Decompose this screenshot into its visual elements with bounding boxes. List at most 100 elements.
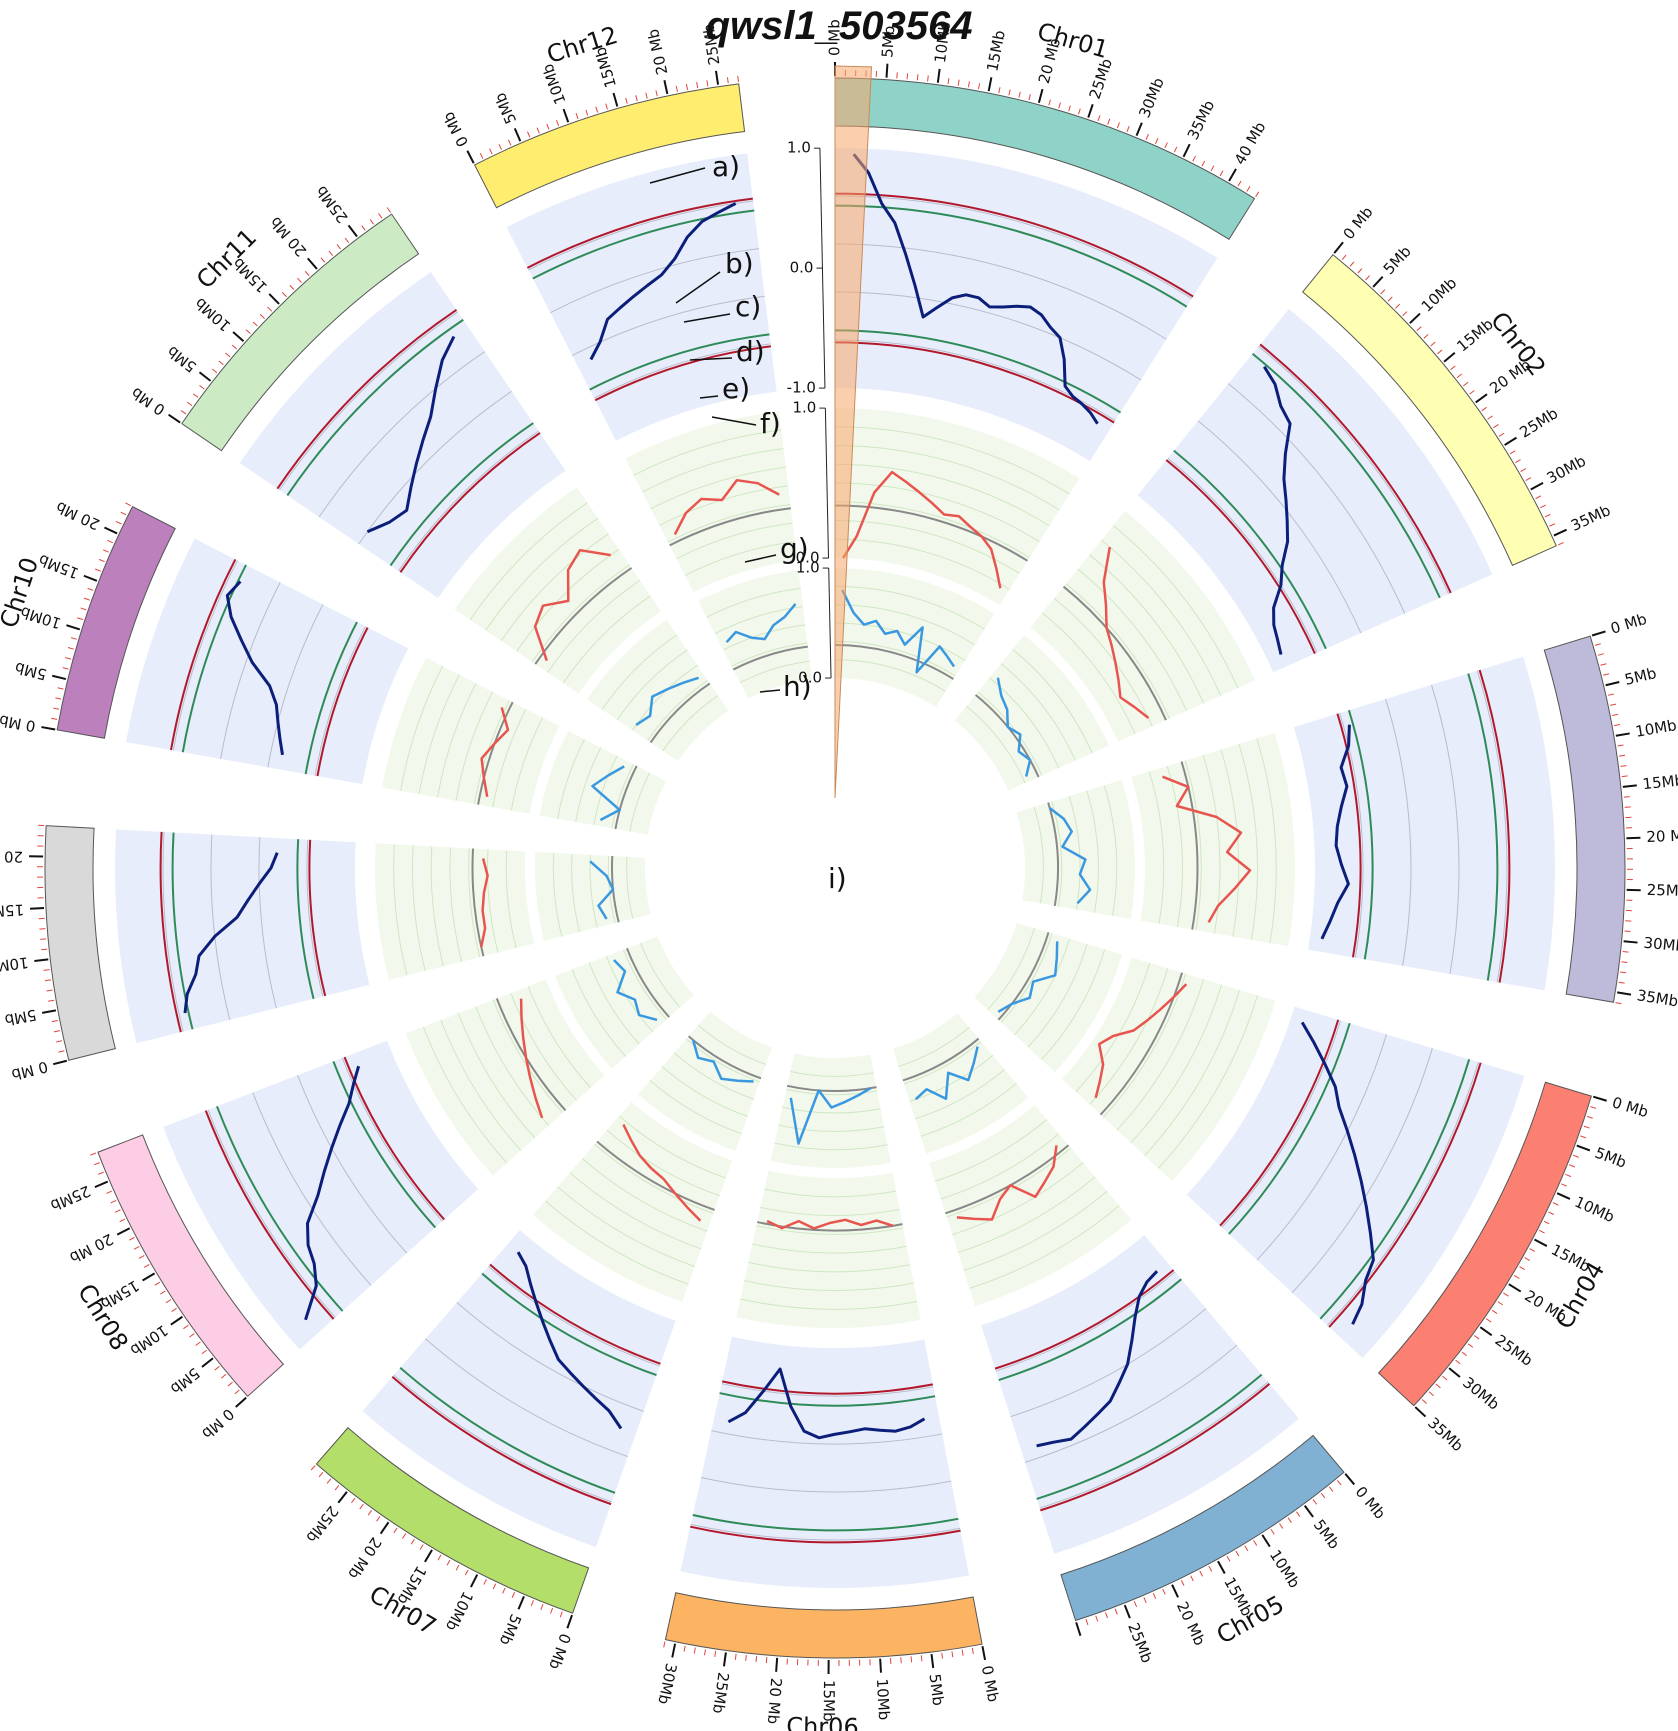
chr04-tick bbox=[1473, 1335, 1480, 1340]
chr05-tick-label: 0 Mb bbox=[1352, 1483, 1389, 1523]
chr11-track-g-grid bbox=[562, 595, 651, 684]
chr04-tick bbox=[1543, 1220, 1550, 1225]
chr05-tick bbox=[1303, 1505, 1314, 1518]
track-label: c) bbox=[735, 290, 761, 323]
track-label: h) bbox=[783, 670, 812, 703]
chr06-tick bbox=[920, 1655, 923, 1662]
chr06-tick bbox=[663, 1641, 666, 1648]
chr08-track-d-bg bbox=[163, 1040, 479, 1350]
chr10-tick bbox=[77, 617, 84, 621]
chr09-tick-label: 20 Mb bbox=[0, 847, 23, 866]
chr02-tick bbox=[1553, 528, 1567, 537]
chr10-tick bbox=[83, 597, 90, 601]
chr12-tick bbox=[635, 95, 638, 102]
chr08-tick bbox=[165, 1299, 172, 1304]
chr08-series-e bbox=[332, 1061, 437, 1229]
chr10-track-h-grid bbox=[575, 747, 602, 823]
chr05-tick bbox=[1244, 1545, 1249, 1552]
chr06-series-e bbox=[719, 1392, 936, 1407]
chr11-tick bbox=[168, 413, 181, 424]
chr11-series-f bbox=[399, 432, 541, 573]
chr10-tick bbox=[65, 657, 72, 660]
chr09-tick bbox=[41, 948, 48, 951]
chr12-tick bbox=[466, 150, 475, 164]
chr03-track-d-grid bbox=[1476, 670, 1508, 983]
chr07-tick bbox=[511, 1592, 515, 1598]
chr07-tick bbox=[318, 1471, 324, 1478]
chr12-tick bbox=[507, 139, 512, 146]
chr05-track-d-grid bbox=[995, 1271, 1176, 1372]
chr07-series-f bbox=[489, 1263, 661, 1365]
chr08-track-d-grid bbox=[252, 1092, 372, 1286]
chr11-track-d-grid bbox=[318, 351, 486, 518]
chr07-tick bbox=[424, 1549, 433, 1563]
chr05-tick bbox=[1085, 1619, 1089, 1626]
chr08-series-b bbox=[204, 1110, 335, 1320]
chr02-tick bbox=[1475, 393, 1488, 404]
chr07-track-g-bg bbox=[533, 1101, 733, 1302]
chr05-tick bbox=[1287, 1517, 1292, 1523]
chr10-tick bbox=[115, 521, 122, 525]
chr04-tick bbox=[1497, 1301, 1504, 1306]
chr12-tick-label: 25Mb bbox=[700, 23, 724, 67]
chr06-track-h-grid bbox=[786, 1088, 878, 1096]
chr09-threshold-g bbox=[471, 848, 485, 957]
chr09-track-g-grid bbox=[505, 850, 517, 949]
chr11-tick bbox=[267, 306, 273, 312]
chr05-track-g-bg bbox=[929, 1105, 1132, 1307]
chr04-tick bbox=[1519, 1266, 1525, 1270]
chr01-track-d-grid bbox=[834, 291, 1142, 381]
chr10-tick-label: 20 Mb bbox=[53, 498, 103, 534]
chr02-tick bbox=[1463, 381, 1469, 387]
chr04-tick bbox=[1552, 1202, 1559, 1206]
chr05-tick bbox=[1261, 1534, 1271, 1548]
chr09-track-g-grid bbox=[468, 848, 481, 958]
chr04-tick bbox=[1421, 1399, 1428, 1404]
chr06-tick bbox=[704, 1649, 706, 1656]
chr03-track-g-bg bbox=[1131, 732, 1295, 947]
chr02-tick-label: 30Mb bbox=[1544, 452, 1589, 488]
track-g-axis bbox=[824, 408, 830, 559]
chr02-tick-label: 10Mb bbox=[1418, 274, 1461, 316]
chr03-tick bbox=[1612, 713, 1619, 716]
chr02-tick bbox=[1395, 303, 1401, 309]
track-label: e) bbox=[722, 372, 750, 405]
chr10-track-g-grid bbox=[455, 691, 494, 801]
chr06-tick bbox=[745, 1654, 747, 1662]
chr10-threshold-h bbox=[614, 765, 638, 830]
chr01-tick-label: 5Mb bbox=[878, 25, 898, 58]
chr05-tick bbox=[1270, 1528, 1275, 1535]
track-label-leader bbox=[675, 271, 721, 304]
chr11-track-h-grid bbox=[601, 634, 678, 710]
chr07-tick bbox=[550, 1607, 554, 1614]
chr04-series-b bbox=[1328, 1062, 1482, 1328]
chr02-series-e bbox=[1173, 449, 1327, 650]
chr02-track-g-grid bbox=[1053, 597, 1153, 727]
chr04-tick-label: 30Mb bbox=[1459, 1373, 1503, 1413]
chr07-series-c bbox=[399, 1366, 616, 1494]
chr08-tick bbox=[201, 1357, 214, 1368]
chr04-tick bbox=[1539, 1229, 1545, 1234]
chr04-tick bbox=[1592, 1095, 1607, 1102]
chr03-tick bbox=[1610, 703, 1617, 706]
chr10-tick bbox=[104, 526, 118, 535]
chr02-tick bbox=[1402, 311, 1408, 317]
chr04-tick bbox=[1548, 1211, 1555, 1215]
chr08-tick bbox=[133, 1246, 140, 1250]
chr10-tick-label: 15Mb bbox=[36, 551, 81, 583]
chr01-tick bbox=[885, 63, 889, 78]
chr03-tick bbox=[1594, 643, 1601, 646]
chr08-track-g-grid bbox=[457, 1013, 536, 1139]
chr04-tick bbox=[1561, 1183, 1568, 1187]
chr02-tick bbox=[1515, 459, 1521, 464]
chr03-tick bbox=[1618, 981, 1625, 984]
chr11-tick bbox=[386, 207, 391, 213]
chr12-series-f bbox=[594, 345, 772, 402]
chr04-tick bbox=[1491, 1309, 1498, 1314]
chr09-track-g-grid bbox=[449, 847, 463, 962]
chr09-track-g-grid bbox=[430, 846, 444, 967]
chr04-track-d-grid bbox=[1256, 1034, 1387, 1261]
chr08-tick bbox=[234, 1389, 240, 1395]
chr05-series-g bbox=[956, 1145, 1058, 1221]
chr02-tick bbox=[1456, 373, 1463, 379]
